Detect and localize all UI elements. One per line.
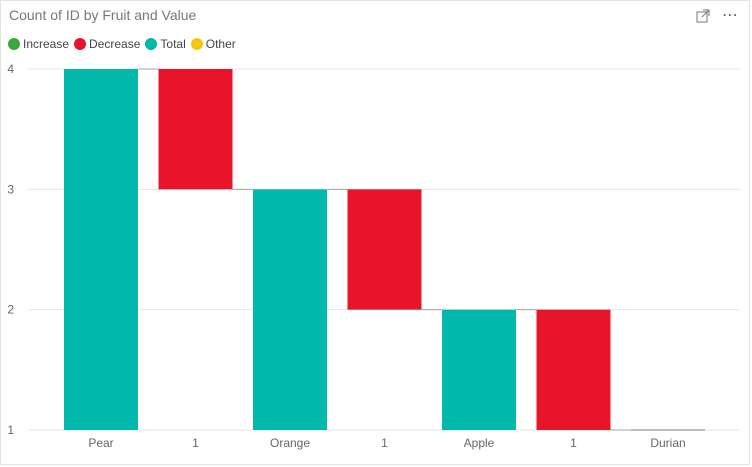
legend-item-total[interactable]: Total (145, 37, 186, 51)
y-tick-label: 3 (7, 182, 14, 196)
legend-label-decrease: Decrease (89, 37, 141, 51)
legend-dot-decrease (74, 38, 87, 50)
focus-mode-icon[interactable] (696, 9, 710, 23)
legend-label-total: Total (160, 37, 186, 51)
y-tick-label: 4 (7, 62, 14, 76)
legend-dot-total (145, 38, 158, 50)
legend-label-increase: Increase (23, 37, 70, 51)
y-tick-label: 2 (7, 303, 14, 317)
x-tick-label: 1 (570, 436, 577, 450)
bar-decrease[interactable] (347, 189, 422, 310)
bar-total[interactable] (64, 69, 138, 430)
chart-title: Count of ID by Fruit and Value (9, 7, 197, 23)
x-tick-label: Durian (650, 436, 685, 450)
legend-item-other[interactable]: Other (190, 37, 236, 51)
legend: Increase Decrease Total Other (8, 37, 241, 51)
legend-dot-other (190, 38, 203, 50)
x-tick-label: Orange (270, 436, 310, 450)
legend-label-other: Other (205, 37, 236, 51)
x-tick-label: 1 (381, 436, 388, 450)
bar-total[interactable] (442, 309, 516, 430)
x-tick-label: Apple (464, 436, 495, 450)
x-tick-label: Pear (88, 436, 113, 450)
legend-dot-increase (8, 38, 20, 50)
x-tick-label: 1 (192, 436, 199, 450)
header-icons: ⋯ (696, 7, 739, 24)
bar-total[interactable] (253, 189, 327, 430)
more-options-icon[interactable]: ⋯ (722, 7, 739, 24)
bar-decrease[interactable] (158, 69, 233, 190)
y-tick-label: 1 (7, 423, 14, 437)
legend-item-increase[interactable]: Increase (8, 37, 69, 51)
bar-decrease[interactable] (536, 309, 611, 430)
legend-item-decrease[interactable]: Decrease (74, 37, 140, 51)
